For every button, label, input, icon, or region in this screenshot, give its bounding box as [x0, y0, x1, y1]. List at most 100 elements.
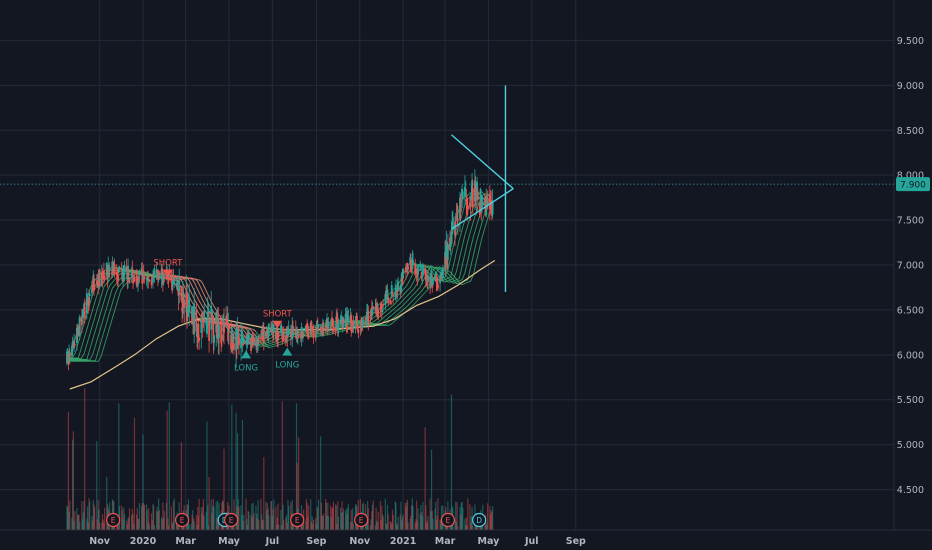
volume-bar-281	[345, 509, 347, 530]
volume-bar-149	[213, 507, 215, 530]
candle-body-109	[173, 280, 176, 284]
candle-body-324	[387, 297, 390, 304]
candle-body-79	[143, 276, 146, 279]
volume-bar-101	[166, 410, 168, 530]
candle-body-243	[306, 325, 309, 337]
candle-body-63	[127, 273, 130, 275]
volume-bar-126	[191, 514, 193, 530]
volume-bar-333	[396, 525, 399, 530]
current-price-label: 7.900	[900, 181, 926, 191]
candle-body-176	[240, 331, 243, 338]
volume-bar-390	[454, 519, 456, 530]
volume-bar-371	[435, 501, 437, 530]
time-tick-6: Nov	[349, 536, 370, 547]
volume-bar-213	[277, 503, 279, 530]
triangle-pattern[interactable]	[450, 85, 514, 292]
candle-body-136	[201, 313, 203, 317]
volume-bar-79	[143, 504, 146, 530]
volume-bar-143	[207, 525, 209, 530]
candle-body-372	[435, 277, 438, 283]
price-axis[interactable]: 9.500 9.000 8.500 8.000 7.500 7.000 6.500 6.000…	[897, 36, 924, 496]
signal-long-arrow-1	[241, 350, 252, 359]
candle-body-355	[419, 265, 422, 267]
candle-body-252	[316, 321, 319, 324]
volume-bar-257	[321, 516, 323, 530]
candle-body-44	[108, 268, 111, 271]
volume-bar-407	[470, 516, 472, 530]
candle-body-374	[437, 284, 439, 289]
candle-body-149	[213, 335, 215, 343]
candle-body-78	[142, 271, 145, 276]
volume-bar-63	[128, 516, 130, 530]
candle-body-228	[292, 327, 294, 332]
event-label-0: E	[111, 516, 116, 525]
candle-body-127	[191, 306, 194, 317]
volume-bar-179	[243, 514, 245, 530]
candle-body-304	[367, 311, 370, 326]
candle-body-159	[223, 321, 225, 333]
volume-bar-214	[278, 524, 280, 530]
candle-body-384	[446, 243, 449, 261]
event-circle-7	[472, 512, 487, 528]
candle-body-244	[307, 335, 310, 338]
candle-body-164	[228, 325, 230, 330]
candle-body-341	[405, 270, 407, 272]
candle-body-282	[346, 318, 348, 333]
volume-bar-26	[91, 520, 94, 530]
price-tick-5: 7.000	[897, 261, 924, 272]
candle-body-248	[311, 326, 314, 331]
candle-body-10	[76, 327, 78, 344]
candle-body-179	[243, 338, 245, 344]
candle-body-215	[279, 325, 282, 332]
candle-body-182	[246, 334, 249, 344]
volume-bar-325	[389, 521, 391, 530]
candle-body-367	[430, 273, 433, 283]
volume-bar-18	[83, 500, 85, 530]
volume-bar-422	[485, 524, 487, 530]
volume-bar-409	[472, 525, 474, 530]
volume-bar-141	[206, 421, 208, 530]
volume-bar-106	[171, 523, 173, 530]
volume-bar-218	[282, 504, 284, 530]
volume-bar-216	[280, 525, 283, 530]
candle-body-209	[272, 324, 275, 333]
candle-body-375	[439, 276, 441, 284]
candle-body-169	[233, 343, 235, 350]
candle-body-251	[315, 327, 318, 332]
time-tick-0: Nov	[89, 536, 110, 547]
candle-body-249	[312, 331, 315, 338]
candle-body-370	[434, 275, 436, 282]
time-axis[interactable]: Nov 2020 Mar May Jul Sep Nov 2021 Mar May Jul Sep	[89, 536, 586, 547]
volume-bar-33	[98, 509, 100, 530]
volume-bar-62	[127, 518, 129, 530]
event-markers[interactable]: EEDEEEED	[106, 512, 487, 528]
candle-body-346	[410, 259, 412, 272]
volume-bar-427	[490, 510, 492, 530]
volume-bar-203	[267, 508, 269, 530]
volume-bar-280	[344, 510, 347, 530]
volume-bar-140	[205, 512, 207, 530]
volume-bar-372	[435, 520, 438, 530]
event-circle-4	[290, 512, 305, 528]
candle-body-212	[276, 329, 279, 344]
volume-bar-273	[337, 501, 339, 530]
candle-body-64	[128, 277, 131, 283]
volume-bar-356	[420, 504, 422, 530]
volume-bar-113	[177, 525, 180, 530]
volume-bar-328	[391, 509, 394, 530]
candle-body-293	[356, 326, 359, 331]
volume-bar-255	[320, 436, 322, 530]
candle-body-157	[221, 339, 224, 340]
volume-bar-425	[489, 506, 491, 530]
candle-body-399	[461, 191, 464, 200]
volume-bar-241	[305, 499, 308, 530]
candle-body-219	[282, 329, 285, 342]
candle-body-359	[422, 265, 424, 276]
candle-body-3	[68, 351, 70, 363]
volume-bar-244	[307, 505, 310, 530]
volume-bar-406	[470, 522, 472, 530]
volume-bar-243	[307, 516, 309, 530]
candle-body-289	[352, 320, 355, 327]
candle-body-423	[486, 197, 488, 199]
